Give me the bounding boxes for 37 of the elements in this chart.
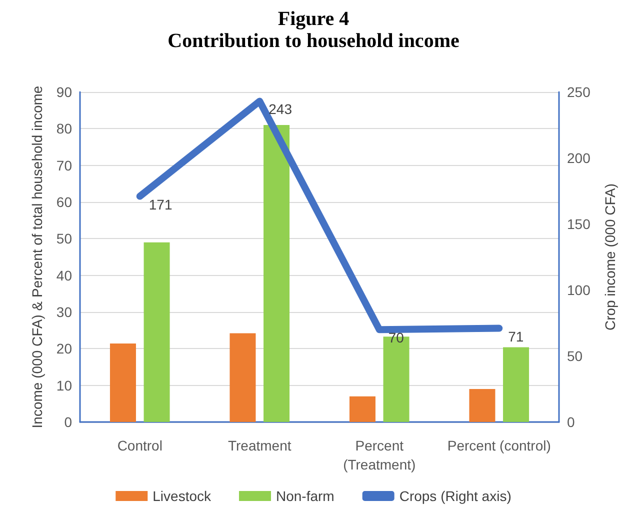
x-tick-label: Percent (Treatment) [343, 438, 416, 472]
legend-label: Crops (Right axis) [399, 488, 512, 504]
y-axis-title: Income (000 CFA) & Percent of total household income [29, 86, 46, 428]
bar [144, 242, 170, 422]
y-tick-label: 40 [56, 267, 72, 284]
bar [230, 333, 256, 422]
y2-tick-label: 100 [567, 282, 591, 298]
y2-tick-label: 50 [567, 348, 583, 364]
x-tick-label: Percent (control) [447, 438, 551, 454]
data-label: 243 [268, 101, 292, 118]
chart-subtitle: Contribution to household income [168, 30, 460, 52]
legend-label: Non-farm [276, 488, 334, 504]
y-tick-label: 60 [56, 194, 72, 210]
bar [349, 396, 376, 422]
bar [110, 344, 136, 422]
bar [469, 389, 496, 422]
bar [264, 125, 290, 422]
y-tick-label: 70 [56, 157, 72, 174]
y-tick-label: 20 [56, 340, 72, 357]
x-tick-label: Control [117, 438, 162, 454]
y-tick-label: 10 [56, 377, 72, 394]
x-tick-label: Treatment [228, 438, 292, 454]
y-tick-label: 80 [56, 120, 72, 137]
y2-tick-label: 150 [567, 216, 591, 232]
y2-tick-label: 200 [567, 150, 591, 166]
y-tick-label: 30 [56, 304, 72, 320]
y-tick-label: 90 [56, 84, 72, 100]
y2-axis-title: Crop income (000 CFA) [602, 183, 618, 331]
y-tick-label: 0 [64, 414, 72, 430]
data-label: 71 [508, 328, 524, 344]
y2-tick-label: 250 [567, 84, 591, 100]
data-label: 171 [148, 196, 172, 212]
bar [503, 347, 530, 422]
legend-label: Livestock [152, 488, 212, 504]
chart-title: Figure 4 [278, 8, 350, 30]
y2-tick-label: 0 [567, 414, 575, 430]
y-tick-label: 50 [56, 230, 72, 247]
